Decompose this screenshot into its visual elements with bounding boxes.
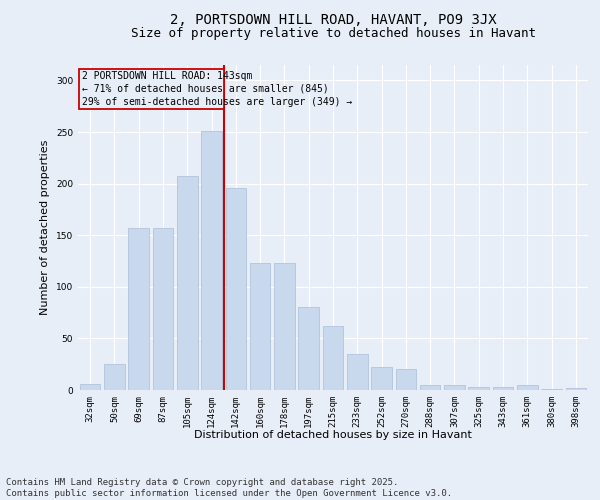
Bar	[493, 387, 514, 390]
Bar	[395, 370, 416, 390]
Bar	[323, 326, 343, 390]
Bar	[298, 308, 319, 390]
Bar	[541, 389, 562, 390]
Bar	[250, 263, 271, 390]
Bar	[128, 228, 149, 390]
Bar	[226, 188, 246, 390]
Text: 2 PORTSDOWN HILL ROAD: 143sqm
← 71% of detached houses are smaller (845)
29% of : 2 PORTSDOWN HILL ROAD: 143sqm ← 71% of d…	[82, 70, 352, 107]
Bar	[347, 354, 368, 390]
Bar	[177, 176, 197, 390]
Bar	[469, 387, 489, 390]
Bar	[517, 385, 538, 390]
Bar	[79, 69, 224, 110]
Text: 2, PORTSDOWN HILL ROAD, HAVANT, PO9 3JX: 2, PORTSDOWN HILL ROAD, HAVANT, PO9 3JX	[170, 12, 496, 26]
Text: Size of property relative to detached houses in Havant: Size of property relative to detached ho…	[131, 28, 536, 40]
Bar	[104, 364, 125, 390]
Bar	[201, 131, 222, 390]
Bar	[566, 388, 586, 390]
Bar	[274, 263, 295, 390]
Bar	[444, 385, 465, 390]
X-axis label: Distribution of detached houses by size in Havant: Distribution of detached houses by size …	[194, 430, 472, 440]
Bar	[80, 384, 100, 390]
Bar	[371, 368, 392, 390]
Bar	[152, 228, 173, 390]
Text: Contains HM Land Registry data © Crown copyright and database right 2025.
Contai: Contains HM Land Registry data © Crown c…	[6, 478, 452, 498]
Bar	[420, 385, 440, 390]
Y-axis label: Number of detached properties: Number of detached properties	[40, 140, 50, 315]
